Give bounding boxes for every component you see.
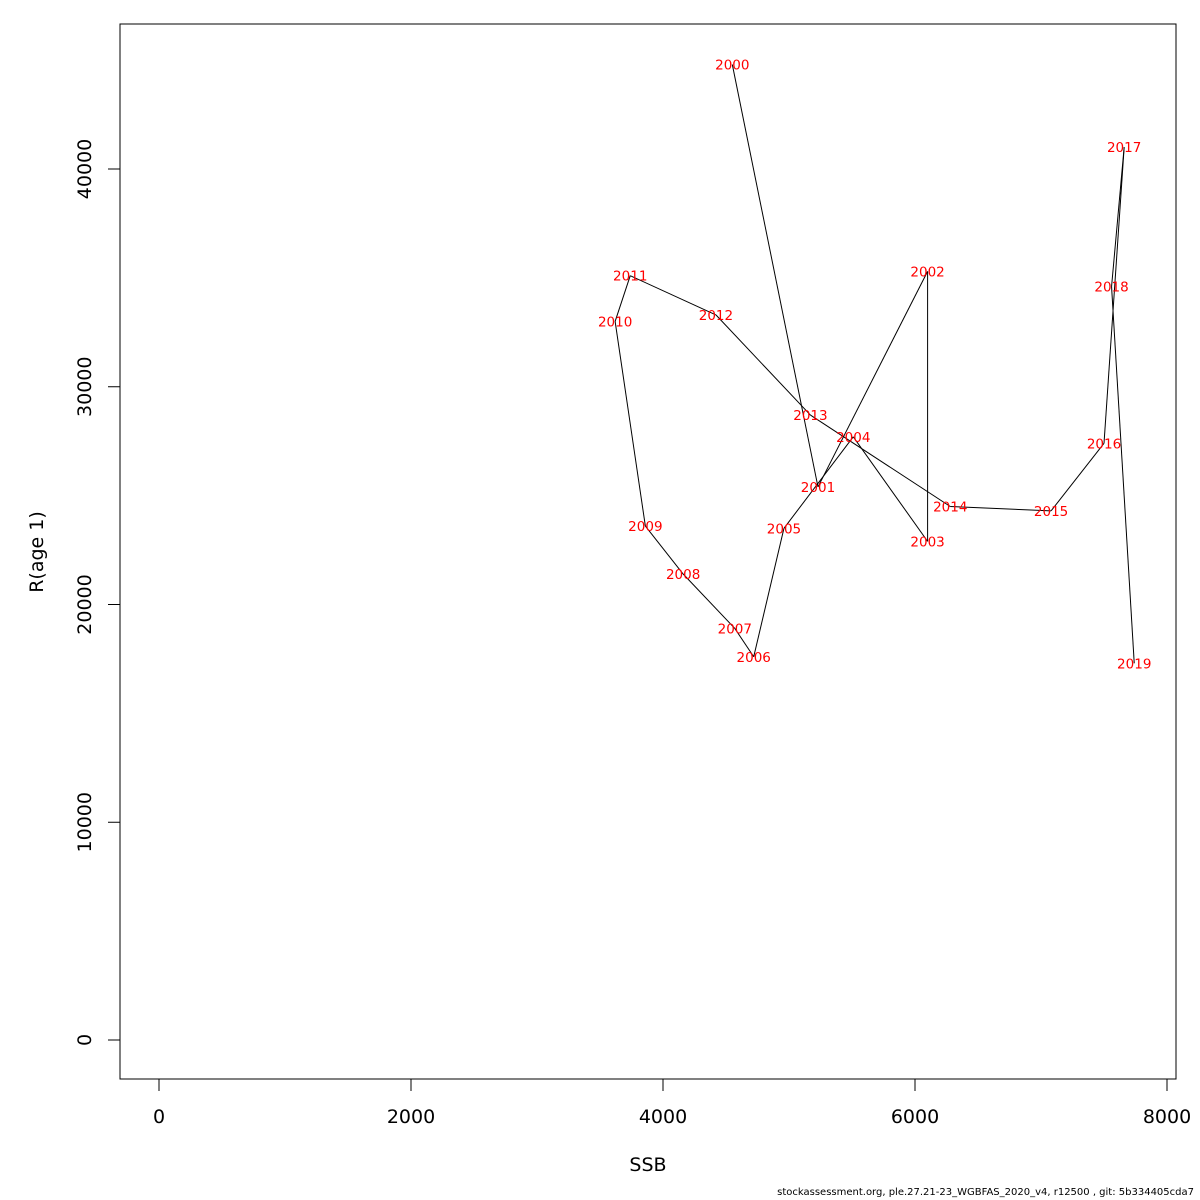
point-label-2006: 2006 <box>737 650 771 666</box>
line-segment-2012-2013 <box>715 314 811 416</box>
y-tick-label: 30000 <box>74 357 96 417</box>
point-label-2005: 2005 <box>767 521 801 537</box>
point-label-2013: 2013 <box>793 408 827 424</box>
x-tick-label: 0 <box>153 1106 165 1128</box>
point-label-2011: 2011 <box>613 269 647 285</box>
x-axis-label: SSB <box>629 1154 666 1176</box>
line-segment-2000-2001 <box>731 64 819 488</box>
line-segment-2017-2018 <box>1111 147 1125 287</box>
point-label-2019: 2019 <box>1117 656 1151 672</box>
x-tick-label: 6000 <box>891 1106 939 1128</box>
line-segment-2001-2002 <box>817 271 929 488</box>
line-segment-2008-2009 <box>644 525 684 575</box>
point-label-2012: 2012 <box>699 308 733 324</box>
line-segment-2007-2008 <box>682 573 736 629</box>
y-tick-label: 20000 <box>74 574 96 634</box>
line-segment-2013-2014 <box>810 414 951 507</box>
line-segment-2003-2004 <box>852 436 929 542</box>
point-label-2009: 2009 <box>628 519 662 535</box>
point-labels: 2000 2001 2002 2003 2004 2005 2006 2007 2008 2009… <box>598 57 1151 672</box>
point-label-2004: 2004 <box>836 430 870 446</box>
footer-note: stockassessment.org, ple.27.21-23_WGBFAS… <box>777 1187 1194 1198</box>
y-axis-label: R(age 1) <box>26 511 48 593</box>
line-segment-2011-2012 <box>630 275 717 316</box>
point-label-2016: 2016 <box>1087 436 1121 452</box>
line-segment-2018-2019 <box>1111 286 1135 664</box>
y-tick-label: 10000 <box>74 792 96 852</box>
plot-frame <box>119 23 1177 1080</box>
line-segment-2009-2010 <box>614 321 646 527</box>
point-label-2000: 2000 <box>715 57 749 73</box>
point-label-2002: 2002 <box>910 264 944 280</box>
x-tick-label: 2000 <box>387 1106 435 1128</box>
line-segment-2015-2016 <box>1050 443 1105 512</box>
point-label-2014: 2014 <box>933 500 967 516</box>
point-label-2010: 2010 <box>598 314 632 330</box>
point-label-2015: 2015 <box>1034 504 1068 520</box>
point-label-2008: 2008 <box>666 567 700 583</box>
point-label-2007: 2007 <box>718 621 752 637</box>
series-line <box>614 64 1135 664</box>
y-axis: 0 10000 20000 30000 40000 <box>74 139 121 1046</box>
line-segment-2004-2005 <box>783 436 854 529</box>
y-tick-label: 40000 <box>74 139 96 199</box>
point-label-2017: 2017 <box>1107 140 1141 156</box>
x-tick-label: 4000 <box>639 1106 687 1128</box>
point-label-2003: 2003 <box>910 534 944 550</box>
line-segment-2005-2006 <box>753 528 785 657</box>
x-tick-label: 8000 <box>1143 1106 1191 1128</box>
point-label-2018: 2018 <box>1094 280 1128 296</box>
line-segment-2006-2007 <box>734 628 755 658</box>
line-segment-2016-2017 <box>1103 147 1125 444</box>
x-axis: 0 2000 4000 6000 8000 <box>153 1078 1191 1128</box>
line-segment-2010-2011 <box>614 275 631 322</box>
line-segment-2014-2015 <box>950 506 1052 512</box>
y-tick-label: 0 <box>74 1034 96 1046</box>
point-label-2001: 2001 <box>801 480 835 496</box>
